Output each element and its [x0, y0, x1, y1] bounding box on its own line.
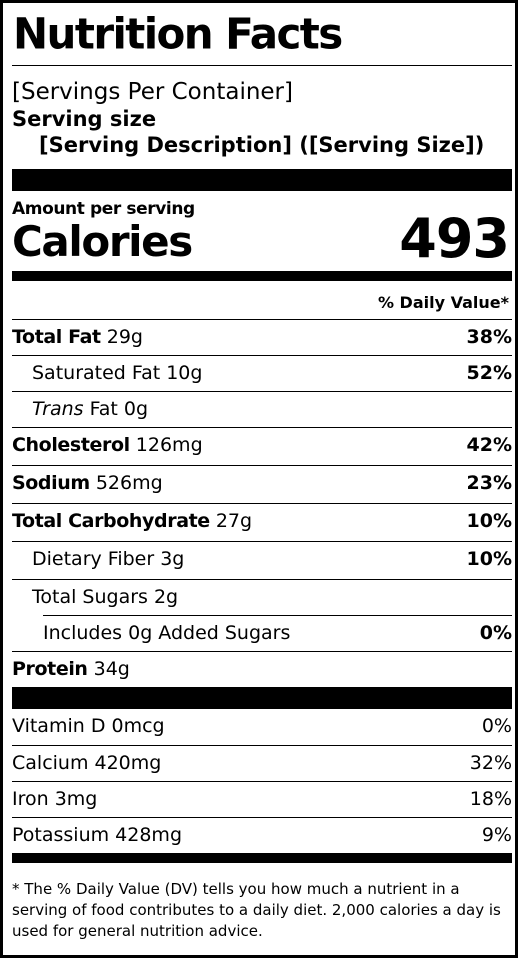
- vitamin-dv: 9%: [481, 824, 512, 846]
- nutrient-row-dietary-fiber: Dietary Fiber 3g 10%: [12, 541, 512, 577]
- amount-per-serving: Amount per serving: [12, 199, 195, 219]
- nutrient-amount: Fat 0g: [83, 398, 149, 420]
- nutrient-name: Includes 0g Added Sugars: [43, 622, 291, 644]
- nutrient-row-total-fat: Total Fat 29g 38%: [12, 319, 512, 355]
- calories-value: 493: [399, 207, 510, 270]
- vitamin-dv: 32%: [469, 752, 512, 774]
- nutrient-amount: 27g: [209, 510, 253, 532]
- nutrient-dv: 38%: [466, 326, 512, 348]
- nutrient-row-added-sugars: Includes 0g Added Sugars 0%: [43, 615, 512, 651]
- vitamin-row-calcium: Calcium 420mg 32%: [12, 745, 512, 781]
- nutrient-name: Sodium: [12, 472, 90, 494]
- vitamin-name: Potassium 428mg: [12, 824, 182, 846]
- nutrient-row-protein: Protein 34g: [12, 651, 512, 687]
- vitamin-name: Calcium 420mg: [12, 752, 162, 774]
- nutrient-dv: 23%: [466, 472, 512, 494]
- nutrient-name: Trans: [32, 398, 84, 420]
- thick-divider-top: [12, 169, 512, 191]
- nutrient-row-saturated-fat: Saturated Fat 10g 52%: [12, 355, 512, 391]
- calories-label: Calories: [12, 217, 193, 266]
- medium-divider-bottom: [12, 853, 512, 863]
- vitamin-row-vitamin-d: Vitamin D 0mcg 0%: [12, 709, 512, 745]
- nutrient-dv: 52%: [466, 362, 512, 384]
- vitamin-name: Iron 3mg: [12, 788, 98, 810]
- nutrient-amount: 29g: [100, 326, 143, 348]
- nutrient-row-total-carbohydrate: Total Carbohydrate 27g 10%: [12, 503, 512, 539]
- daily-value-footnote: * The % Daily Value (DV) tells you how m…: [12, 880, 501, 940]
- nutrient-row-trans-fat: Trans Fat 0g: [12, 391, 512, 427]
- nutrient-name: Dietary Fiber 3g: [32, 548, 185, 570]
- title-divider: [12, 65, 512, 66]
- nutrient-row-total-sugars: Total Sugars 2g: [12, 579, 512, 615]
- nutrient-name: Total Sugars 2g: [32, 586, 179, 608]
- nutrient-amount: 526mg: [89, 472, 163, 494]
- nutrient-dv: 10%: [466, 510, 512, 532]
- nutrient-amount: 126mg: [129, 434, 203, 456]
- vitamin-name: Vitamin D 0mcg: [12, 715, 165, 737]
- vitamin-row-potassium: Potassium 428mg 9%: [12, 817, 512, 853]
- nutrient-name: Cholesterol: [12, 434, 130, 456]
- vitamin-dv: 18%: [469, 788, 512, 810]
- nutrient-name: Protein: [12, 658, 88, 680]
- vitamin-dv: 0%: [481, 715, 512, 737]
- nutrient-dv: 0%: [479, 622, 512, 644]
- daily-value-header: % Daily Value*: [377, 293, 509, 312]
- medium-divider: [12, 271, 512, 281]
- nutrient-amount: 34g: [87, 658, 130, 680]
- nutrient-dv: 10%: [466, 548, 512, 570]
- label-title: Nutrition Facts: [13, 8, 343, 59]
- serving-description: [Serving Description] ([Serving Size]): [39, 133, 485, 157]
- serving-size-label: Serving size: [12, 107, 157, 131]
- servings-per-container: [Servings Per Container]: [12, 79, 293, 105]
- nutrient-row-cholesterol: Cholesterol 126mg 42%: [12, 427, 512, 463]
- nutrient-name: Total Fat: [12, 326, 101, 348]
- nutrient-name: Total Carbohydrate: [12, 510, 210, 532]
- nutrient-dv: 42%: [466, 434, 512, 456]
- vitamin-row-iron: Iron 3mg 18%: [12, 781, 512, 817]
- thick-divider-mid: [12, 687, 512, 709]
- nutrient-name: Saturated Fat 10g: [32, 362, 203, 384]
- nutrient-row-sodium: Sodium 526mg 23%: [12, 465, 512, 501]
